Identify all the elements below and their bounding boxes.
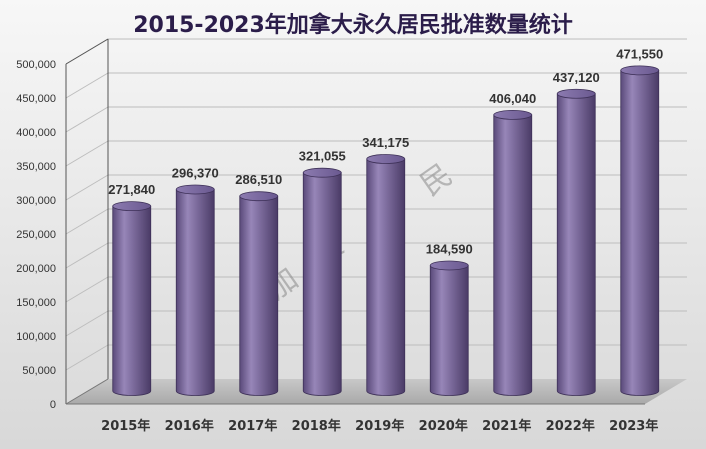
data-label: 471,550: [616, 46, 663, 61]
x-tick-label: 2021年: [482, 418, 531, 434]
data-label: 296,370: [172, 165, 219, 180]
y-tick-label: 500,000: [16, 59, 56, 71]
x-tick-label: 2019年: [355, 418, 404, 434]
bar-top: [556, 88, 596, 99]
bar: [112, 201, 152, 396]
y-tick-label: 200,000: [16, 263, 56, 275]
bar-body: [620, 69, 660, 396]
bar: [175, 184, 215, 396]
data-label: 406,040: [489, 91, 536, 106]
data-label: 286,510: [235, 172, 282, 187]
bar-body: [366, 158, 406, 396]
bar-top: [112, 201, 152, 212]
watermark-char: 民: [414, 157, 459, 203]
bar-body: [429, 265, 469, 396]
gridline-diagonal: [65, 242, 109, 269]
gridline-diagonal: [65, 106, 109, 133]
gridline-diagonal: [65, 174, 109, 201]
gridline-diagonal: [65, 72, 109, 99]
x-tick-label: 2017年: [228, 418, 277, 434]
bar-body: [239, 195, 279, 396]
data-label: 437,120: [553, 70, 600, 85]
y-tick-label: 150,000: [16, 297, 56, 309]
y-axis-top-diagonal: [65, 38, 109, 65]
bar: [556, 88, 596, 396]
bar-body: [493, 114, 533, 396]
bar-top: [239, 191, 279, 202]
data-label: 341,175: [362, 135, 409, 150]
bar-top: [493, 109, 533, 120]
bar: [366, 154, 406, 396]
data-label: 321,055: [299, 149, 346, 164]
y-tick-label: 350,000: [16, 161, 56, 173]
x-tick-label: 2023年: [609, 418, 658, 434]
bar: [239, 191, 279, 396]
bar: [302, 167, 342, 396]
x-tick-label: 2016年: [165, 418, 214, 434]
y-tick-label: 50,000: [22, 365, 56, 377]
y-tick-label: 300,000: [16, 195, 56, 207]
data-label: 184,590: [426, 241, 473, 256]
bar-top: [429, 260, 469, 271]
bar-top: [175, 184, 215, 195]
y-tick-label: 100,000: [16, 331, 56, 343]
bar-body: [302, 172, 342, 396]
y-tick-label: 250,000: [16, 229, 56, 241]
x-tick-label: 2022年: [546, 418, 595, 434]
bar-top: [366, 154, 406, 164]
x-tick-label: 2018年: [292, 418, 341, 434]
bar-top: [620, 65, 660, 76]
chart-title: 2015-2023年加拿大永久居民批准数量统计: [133, 12, 573, 38]
gridline-diagonal: [65, 344, 109, 371]
bar: [493, 109, 533, 396]
gridline-diagonal: [65, 310, 109, 337]
gridline-diagonal: [65, 276, 109, 303]
bar-body: [175, 189, 215, 396]
data-label: 271,840: [108, 182, 155, 197]
bar-body: [556, 93, 596, 396]
bar-body: [112, 205, 152, 396]
y-tick-label: 400,000: [16, 127, 56, 139]
x-tick-label: 2015年: [101, 418, 150, 434]
y-tick-label: 0: [50, 399, 56, 411]
bar: [429, 260, 469, 396]
gridline-diagonal: [65, 140, 109, 167]
y-tick-label: 450,000: [16, 93, 56, 105]
bar-top: [302, 167, 342, 178]
x-tick-label: 2020年: [419, 418, 468, 434]
bar: [620, 65, 660, 396]
gridline-diagonal: [65, 208, 109, 235]
x-axis-diagonal: [65, 378, 109, 405]
